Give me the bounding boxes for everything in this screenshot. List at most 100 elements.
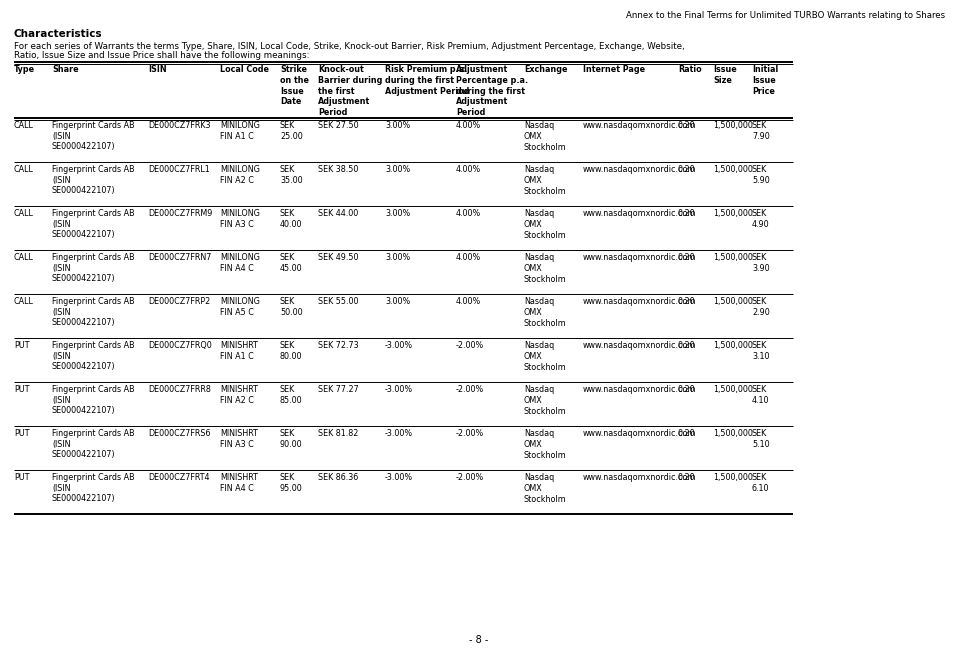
Text: PUT: PUT: [14, 341, 30, 350]
Text: Knock-out
Barrier during
the first
Adjustment
Period: Knock-out Barrier during the first Adjus…: [318, 65, 383, 117]
Text: SEK
50.00: SEK 50.00: [280, 297, 303, 317]
Text: Ratio, Issue Size and Issue Price shall have the following meanings:: Ratio, Issue Size and Issue Price shall …: [14, 51, 310, 60]
Text: PUT: PUT: [14, 429, 30, 438]
Text: MINISHRT
FIN A4 C: MINISHRT FIN A4 C: [220, 473, 258, 493]
Text: 0.20: 0.20: [678, 165, 695, 174]
Text: SEK 55.00: SEK 55.00: [318, 297, 359, 306]
Text: -2.00%: -2.00%: [456, 385, 484, 394]
Text: Nasdaq
OMX
Stockholm: Nasdaq OMX Stockholm: [524, 473, 567, 504]
Text: -2.00%: -2.00%: [456, 429, 484, 438]
Text: DE000CZ7FRP2: DE000CZ7FRP2: [148, 297, 210, 306]
Text: Fingerprint Cards AB
(ISIN
SE0000422107): Fingerprint Cards AB (ISIN SE0000422107): [52, 253, 134, 284]
Text: 0.20: 0.20: [678, 253, 695, 262]
Text: SEK 27.50: SEK 27.50: [318, 121, 359, 130]
Text: -3.00%: -3.00%: [385, 341, 413, 350]
Text: Initial
Issue
Price: Initial Issue Price: [752, 65, 779, 96]
Text: Fingerprint Cards AB
(ISIN
SE0000422107): Fingerprint Cards AB (ISIN SE0000422107): [52, 473, 134, 504]
Text: SEK
45.00: SEK 45.00: [280, 253, 303, 272]
Text: 3.00%: 3.00%: [385, 121, 410, 130]
Text: www.nasdaqomxnordic.com: www.nasdaqomxnordic.com: [583, 341, 696, 350]
Text: For each series of Warrants the terms Type, Share, ISIN, Local Code, Strike, Kno: For each series of Warrants the terms Ty…: [14, 42, 685, 51]
Text: SEK
35.00: SEK 35.00: [280, 165, 303, 185]
Text: Internet Page: Internet Page: [583, 65, 645, 74]
Text: Fingerprint Cards AB
(ISIN
SE0000422107): Fingerprint Cards AB (ISIN SE0000422107): [52, 341, 134, 371]
Text: 1,500,000: 1,500,000: [713, 165, 753, 174]
Text: SEK 49.50: SEK 49.50: [318, 253, 359, 262]
Text: www.nasdaqomxnordic.com: www.nasdaqomxnordic.com: [583, 209, 696, 218]
Text: 1,500,000: 1,500,000: [713, 121, 753, 130]
Text: Share: Share: [52, 65, 79, 74]
Text: 1,500,000: 1,500,000: [713, 297, 753, 306]
Text: CALL: CALL: [14, 121, 34, 130]
Text: 0.20: 0.20: [678, 341, 695, 350]
Text: 4.00%: 4.00%: [456, 253, 481, 262]
Text: SEK 77.27: SEK 77.27: [318, 385, 359, 394]
Text: MINILONG
FIN A1 C: MINILONG FIN A1 C: [220, 121, 260, 141]
Text: 1,500,000: 1,500,000: [713, 209, 753, 218]
Text: SEK
3.90: SEK 3.90: [752, 253, 770, 272]
Text: PUT: PUT: [14, 385, 30, 394]
Text: 1,500,000: 1,500,000: [713, 253, 753, 262]
Text: 0.20: 0.20: [678, 209, 695, 218]
Text: CALL: CALL: [14, 209, 34, 218]
Text: 4.00%: 4.00%: [456, 297, 481, 306]
Text: MINILONG
FIN A3 C: MINILONG FIN A3 C: [220, 209, 260, 229]
Text: 4.00%: 4.00%: [456, 121, 481, 130]
Text: CALL: CALL: [14, 297, 34, 306]
Text: SEK 38.50: SEK 38.50: [318, 165, 359, 174]
Text: www.nasdaqomxnordic.com: www.nasdaqomxnordic.com: [583, 385, 696, 394]
Text: www.nasdaqomxnordic.com: www.nasdaqomxnordic.com: [583, 473, 696, 482]
Text: Fingerprint Cards AB
(ISIN
SE0000422107): Fingerprint Cards AB (ISIN SE0000422107): [52, 165, 134, 195]
Text: SEK 86.36: SEK 86.36: [318, 473, 359, 482]
Text: www.nasdaqomxnordic.com: www.nasdaqomxnordic.com: [583, 165, 696, 174]
Text: 4.00%: 4.00%: [456, 209, 481, 218]
Text: Fingerprint Cards AB
(ISIN
SE0000422107): Fingerprint Cards AB (ISIN SE0000422107): [52, 121, 134, 151]
Text: SEK 81.82: SEK 81.82: [318, 429, 359, 438]
Text: DE000CZ7FRQ0: DE000CZ7FRQ0: [148, 341, 212, 350]
Text: -2.00%: -2.00%: [456, 473, 484, 482]
Text: 1,500,000: 1,500,000: [713, 385, 753, 394]
Text: DE000CZ7FRT4: DE000CZ7FRT4: [148, 473, 209, 482]
Text: 3.00%: 3.00%: [385, 297, 410, 306]
Text: SEK 44.00: SEK 44.00: [318, 209, 359, 218]
Text: Nasdaq
OMX
Stockholm: Nasdaq OMX Stockholm: [524, 429, 567, 460]
Text: www.nasdaqomxnordic.com: www.nasdaqomxnordic.com: [583, 297, 696, 306]
Text: Nasdaq
OMX
Stockholm: Nasdaq OMX Stockholm: [524, 209, 567, 240]
Text: 4.00%: 4.00%: [456, 165, 481, 174]
Text: CALL: CALL: [14, 165, 34, 174]
Text: Issue
Size: Issue Size: [713, 65, 737, 84]
Text: -2.00%: -2.00%: [456, 341, 484, 350]
Text: Strike
on the
Issue
Date: Strike on the Issue Date: [280, 65, 309, 106]
Text: Type: Type: [14, 65, 35, 74]
Text: SEK
40.00: SEK 40.00: [280, 209, 302, 229]
Text: DE000CZ7FRK3: DE000CZ7FRK3: [148, 121, 210, 130]
Text: -3.00%: -3.00%: [385, 429, 413, 438]
Text: SEK
90.00: SEK 90.00: [280, 429, 303, 449]
Text: PUT: PUT: [14, 473, 30, 482]
Text: MINILONG
FIN A5 C: MINILONG FIN A5 C: [220, 297, 260, 317]
Text: DE000CZ7FRN7: DE000CZ7FRN7: [148, 253, 211, 262]
Text: MINILONG
FIN A4 C: MINILONG FIN A4 C: [220, 253, 260, 272]
Text: SEK
4.90: SEK 4.90: [752, 209, 770, 229]
Text: SEK
80.00: SEK 80.00: [280, 341, 302, 361]
Text: 1,500,000: 1,500,000: [713, 473, 753, 482]
Text: SEK
85.00: SEK 85.00: [280, 385, 303, 405]
Text: MINILONG
FIN A2 C: MINILONG FIN A2 C: [220, 165, 260, 185]
Text: 1,500,000: 1,500,000: [713, 341, 753, 350]
Text: -3.00%: -3.00%: [385, 473, 413, 482]
Text: SEK
5.10: SEK 5.10: [752, 429, 770, 449]
Text: Adjustment
Percentage p.a.
during the first
Adjustment
Period: Adjustment Percentage p.a. during the fi…: [456, 65, 528, 117]
Text: SEK
4.10: SEK 4.10: [752, 385, 769, 405]
Text: SEK
2.90: SEK 2.90: [752, 297, 770, 317]
Text: DE000CZ7FRS6: DE000CZ7FRS6: [148, 429, 210, 438]
Text: www.nasdaqomxnordic.com: www.nasdaqomxnordic.com: [583, 253, 696, 262]
Text: SEK
3.10: SEK 3.10: [752, 341, 769, 361]
Text: Nasdaq
OMX
Stockholm: Nasdaq OMX Stockholm: [524, 385, 567, 415]
Text: www.nasdaqomxnordic.com: www.nasdaqomxnordic.com: [583, 121, 696, 130]
Text: 3.00%: 3.00%: [385, 253, 410, 262]
Text: Exchange: Exchange: [524, 65, 568, 74]
Text: MINISHRT
FIN A2 C: MINISHRT FIN A2 C: [220, 385, 258, 405]
Text: 0.20: 0.20: [678, 385, 695, 394]
Text: 0.20: 0.20: [678, 473, 695, 482]
Text: SEK 72.73: SEK 72.73: [318, 341, 359, 350]
